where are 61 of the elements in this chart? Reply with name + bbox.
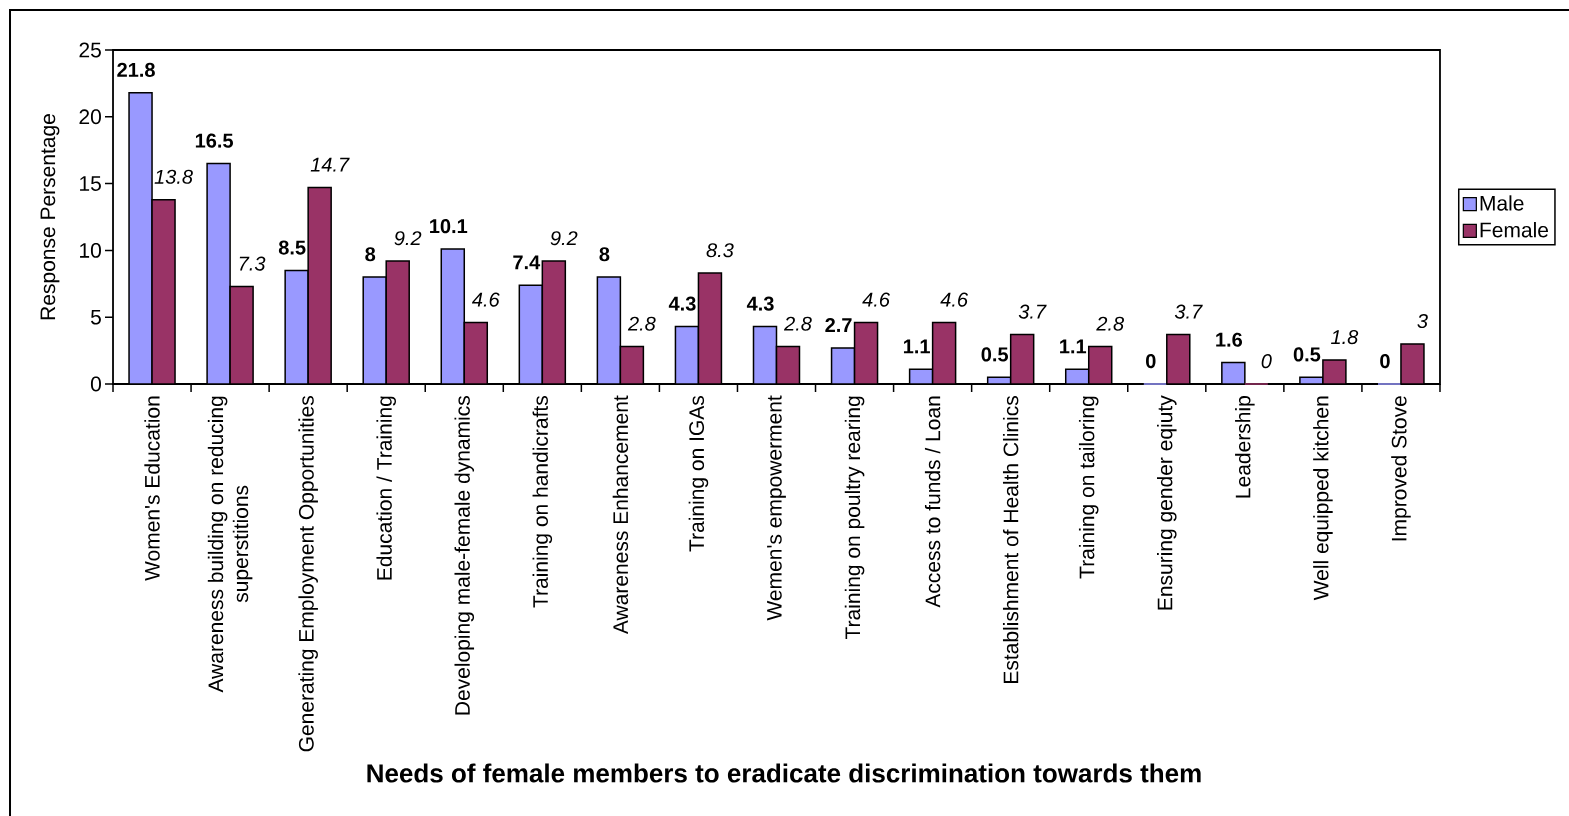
data-label: 1.1 [903, 339, 930, 354]
x-tick-label: Training on poultry rearing [844, 396, 865, 640]
data-label: 9.2 [550, 231, 578, 246]
data-label: 0.5 [1293, 347, 1321, 362]
x-axis-title: Needs of female members to eradicate discrimination towards them [367, 763, 1201, 783]
x-tick-label: Training on handicrafts [532, 396, 553, 608]
x-tick-label: Improved Stove [1391, 396, 1411, 541]
y-tick-label: 25 [79, 42, 101, 58]
y-tick-label: 20 [79, 109, 101, 125]
data-label: 16.5 [195, 133, 233, 148]
data-label: 1.8 [1331, 329, 1359, 345]
data-label: 4.6 [471, 292, 500, 307]
x-tick-label: Awareness building on reducing superstitions [207, 396, 253, 693]
data-label: 0 [1146, 354, 1156, 369]
data-label: 13.8 [154, 169, 193, 184]
x-tick-label: Generating Employment Opportunities [298, 396, 318, 752]
x-tick-label: Access to funds / Loan [924, 396, 941, 608]
legend-label: Female [1480, 222, 1549, 238]
data-label: 4.6 [940, 292, 969, 307]
y-tick-label: 10 [80, 242, 101, 258]
x-tick-label: Wemen's empowerment [767, 395, 786, 621]
y-tick-label: 15 [80, 176, 101, 191]
x-tick-label: Developing male-female dynamics [454, 396, 475, 715]
data-label: 0.5 [981, 347, 1009, 362]
data-label: 10.1 [430, 219, 468, 234]
data-label: 21.8 [117, 62, 155, 77]
data-label: 14.7 [310, 157, 350, 172]
data-label: 2.7 [825, 317, 852, 332]
data-label: 1.1 [1060, 339, 1087, 354]
data-label: 8 [365, 247, 376, 262]
x-tick-label: Education / Training [376, 396, 396, 580]
x-tick-label: Leadership [1235, 396, 1255, 498]
x-tick-label: Training on tailoring [1078, 396, 1099, 579]
data-label: 1.6 [1216, 332, 1243, 347]
data-label: 3 [1417, 313, 1428, 329]
data-label: 3.7 [1018, 304, 1047, 319]
y-axis-title: Response Persentage [40, 114, 60, 320]
data-label: 7.3 [239, 256, 266, 271]
x-tick-label: Training on IGAs [688, 395, 709, 552]
x-tick-label: Women's Education [144, 396, 160, 581]
data-label: 4.3 [668, 296, 696, 311]
data-label: 0 [1261, 354, 1272, 369]
data-label: 9.2 [394, 231, 422, 246]
y-tick-label: 5 [90, 309, 101, 325]
data-label: 8.3 [706, 243, 734, 258]
x-tick-label: Awareness Enhancement [612, 395, 629, 635]
data-label: 8 [599, 247, 610, 262]
data-label: 2.8 [1096, 316, 1125, 331]
x-tick-label: Establishment of Health Clinics [1002, 396, 1019, 683]
legend-label: Male [1480, 195, 1524, 211]
data-label: 2.8 [627, 316, 656, 331]
x-tick-label: Well equipped kitchen [1313, 396, 1333, 601]
data-label: 2.8 [783, 316, 812, 331]
data-label: 7.4 [513, 255, 541, 270]
data-label: 4.6 [862, 292, 890, 307]
x-tick-label: Ensuring gender eqiuty [1157, 395, 1177, 610]
y-tick-label: 0 [90, 376, 101, 392]
data-label: 3.7 [1174, 304, 1203, 319]
data-label: 8.5 [278, 240, 306, 255]
data-label: 4.3 [746, 296, 774, 311]
data-label: 0 [1380, 354, 1390, 369]
